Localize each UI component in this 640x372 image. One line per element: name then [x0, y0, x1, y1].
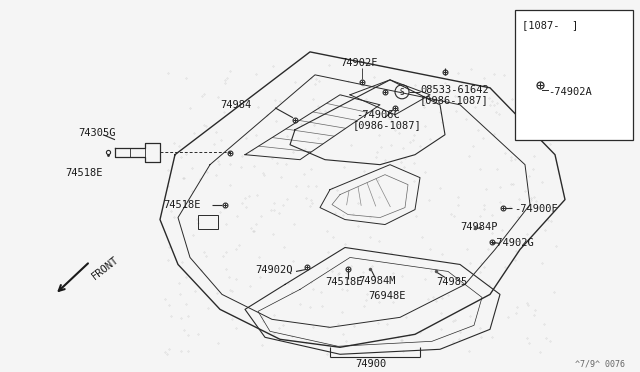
Bar	[515, 10, 633, 140]
Text: S: S	[400, 88, 404, 97]
Text: -74902G: -74902G	[490, 237, 534, 247]
Text: ^7/9^ 0076: ^7/9^ 0076	[575, 359, 625, 368]
Text: 74984P: 74984P	[460, 222, 497, 231]
Text: 74305G: 74305G	[78, 128, 115, 138]
Text: [0986-1087]: [0986-1087]	[420, 95, 489, 105]
Text: 74902F: 74902F	[340, 58, 378, 68]
Text: -74902A: -74902A	[548, 87, 592, 97]
Bar	[198, 215, 218, 228]
Text: -74906C: -74906C	[356, 110, 400, 120]
Text: 74900: 74900	[355, 359, 387, 369]
Text: 74984: 74984	[220, 100, 252, 110]
Text: -74900F: -74900F	[514, 203, 557, 214]
Text: 76948E: 76948E	[368, 291, 406, 301]
Text: 74902Q: 74902Q	[255, 264, 292, 275]
Text: [1087-  ]: [1087- ]	[522, 20, 579, 30]
Text: 74518E: 74518E	[163, 200, 200, 209]
Text: [0986-1087]: [0986-1087]	[353, 120, 422, 130]
Text: 08533-61642: 08533-61642	[420, 85, 489, 95]
Text: 74985: 74985	[436, 278, 467, 288]
Text: 74984M: 74984M	[358, 276, 396, 286]
Text: 74518E: 74518E	[65, 168, 102, 178]
Text: FRONT: FRONT	[90, 254, 121, 282]
Text: 74518E: 74518E	[325, 278, 362, 288]
